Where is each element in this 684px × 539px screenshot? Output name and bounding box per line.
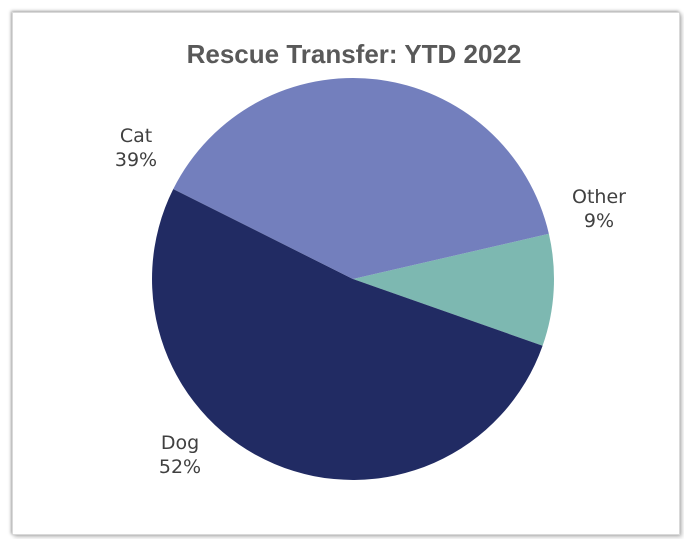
slice-label-dog: Dog bbox=[161, 432, 199, 454]
pie-slices bbox=[152, 77, 555, 480]
slice-cat bbox=[173, 77, 549, 279]
slice-dog bbox=[152, 189, 543, 480]
slice-label-other: Other bbox=[572, 186, 626, 208]
slice-other bbox=[353, 233, 555, 346]
slice-percent-other: 9% bbox=[584, 210, 614, 232]
slice-percent-cat: 39% bbox=[115, 149, 157, 171]
slice-label-cat: Cat bbox=[120, 125, 152, 147]
chart-title: Rescue Transfer: YTD 2022 bbox=[187, 39, 522, 69]
slice-percent-dog: 52% bbox=[159, 456, 201, 478]
